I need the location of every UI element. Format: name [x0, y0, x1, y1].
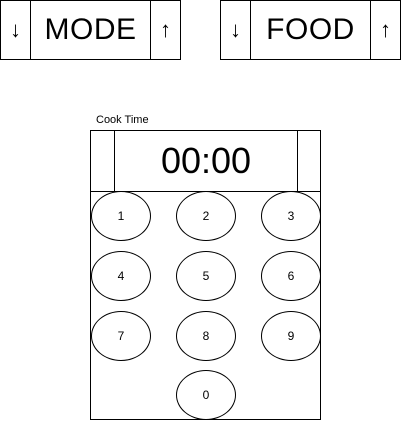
key-6-button[interactable]: 6: [261, 251, 321, 301]
key-0-button[interactable]: 0: [176, 370, 236, 420]
mode-up-arrow-icon[interactable]: ↑: [150, 1, 180, 59]
mode-down-arrow-icon[interactable]: ↓: [1, 1, 31, 59]
key-7-button[interactable]: 7: [91, 311, 151, 361]
display-right-segment: [297, 131, 321, 191]
time-display-row: 00:00: [91, 131, 320, 192]
mode-label: MODE: [44, 13, 137, 46]
key-4-button[interactable]: 4: [91, 251, 151, 301]
food-up-arrow-icon[interactable]: ↑: [370, 1, 400, 59]
cook-time-panel: 00:00 1 2 3 4 5 6 7 8 9 0: [90, 130, 321, 420]
mode-stepper: ↓ MODE ↑: [0, 0, 181, 60]
key-2-button[interactable]: 2: [176, 191, 236, 241]
cook-time-label: Cook Time: [96, 114, 149, 126]
key-1-button[interactable]: 1: [91, 191, 151, 241]
key-8-button[interactable]: 8: [176, 311, 236, 361]
time-display: 00:00: [160, 140, 252, 181]
key-5-button[interactable]: 5: [176, 251, 236, 301]
food-label: FOOD: [266, 13, 355, 46]
key-3-button[interactable]: 3: [261, 191, 321, 241]
key-9-button[interactable]: 9: [261, 311, 321, 361]
food-stepper: ↓ FOOD ↑: [220, 0, 401, 60]
display-left-segment: [91, 131, 115, 191]
food-down-arrow-icon[interactable]: ↓: [221, 1, 251, 59]
